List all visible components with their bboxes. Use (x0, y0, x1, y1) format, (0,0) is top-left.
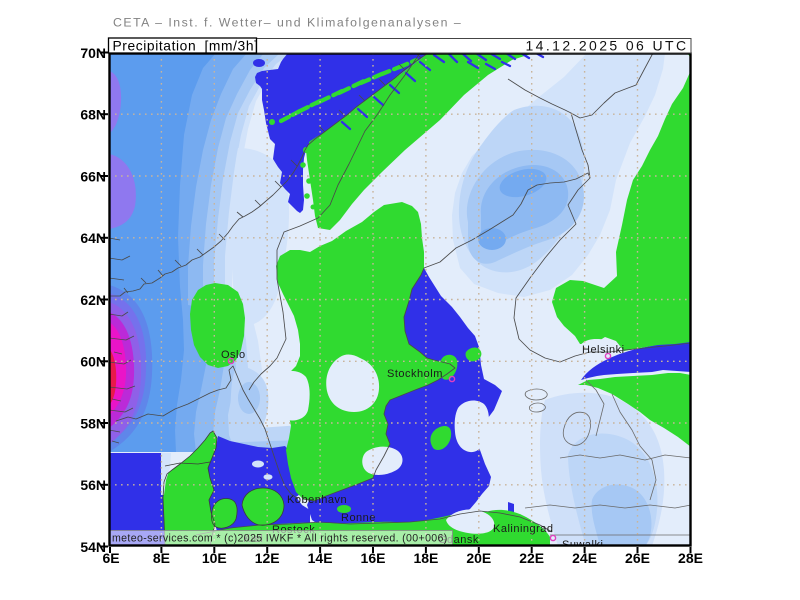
svg-text:Kaliningrad: Kaliningrad (493, 523, 554, 535)
svg-text:70N: 70N (80, 45, 106, 61)
svg-text:22E: 22E (519, 550, 544, 566)
svg-text:Kobenhavn: Kobenhavn (287, 494, 347, 506)
svg-text:26E: 26E (625, 550, 650, 566)
svg-text:14.12.2025 06 UTC: 14.12.2025 06 UTC (526, 38, 689, 54)
svg-text:Stockholm: Stockholm (387, 368, 443, 380)
svg-text:20E: 20E (466, 550, 491, 566)
svg-text:Suwalki: Suwalki (562, 539, 603, 551)
svg-text:58N: 58N (80, 415, 106, 431)
svg-text:24E: 24E (572, 550, 597, 566)
svg-text:6E: 6E (102, 550, 119, 566)
svg-text:Oslo: Oslo (221, 349, 246, 361)
svg-text:28E: 28E (678, 550, 703, 566)
svg-text:54N: 54N (80, 539, 106, 555)
svg-text:8E: 8E (153, 550, 170, 566)
svg-text:10E: 10E (202, 550, 227, 566)
svg-text:64N: 64N (80, 230, 106, 246)
svg-text:62N: 62N (80, 292, 106, 308)
svg-text:CETA – Inst. f. Wetter– und Kl: CETA – Inst. f. Wetter– und Klimafolgena… (113, 16, 462, 30)
svg-text:16E: 16E (361, 550, 386, 566)
svg-text:Helsinki: Helsinki (582, 344, 625, 356)
svg-text:66N: 66N (80, 168, 106, 184)
svg-text:60N: 60N (80, 354, 106, 370)
svg-text:meteo-services.com * (c)2025 I: meteo-services.com * (c)2025 IWKF * All … (112, 533, 448, 545)
svg-text:68N: 68N (80, 107, 106, 123)
svg-text:Precipitation_[mm/3h]: Precipitation_[mm/3h] (113, 39, 259, 54)
svg-text:18E: 18E (413, 550, 438, 566)
svg-text:Ronne: Ronne (341, 512, 376, 524)
svg-text:12E: 12E (255, 550, 280, 566)
svg-text:14E: 14E (308, 550, 333, 566)
svg-text:56N: 56N (80, 477, 106, 493)
